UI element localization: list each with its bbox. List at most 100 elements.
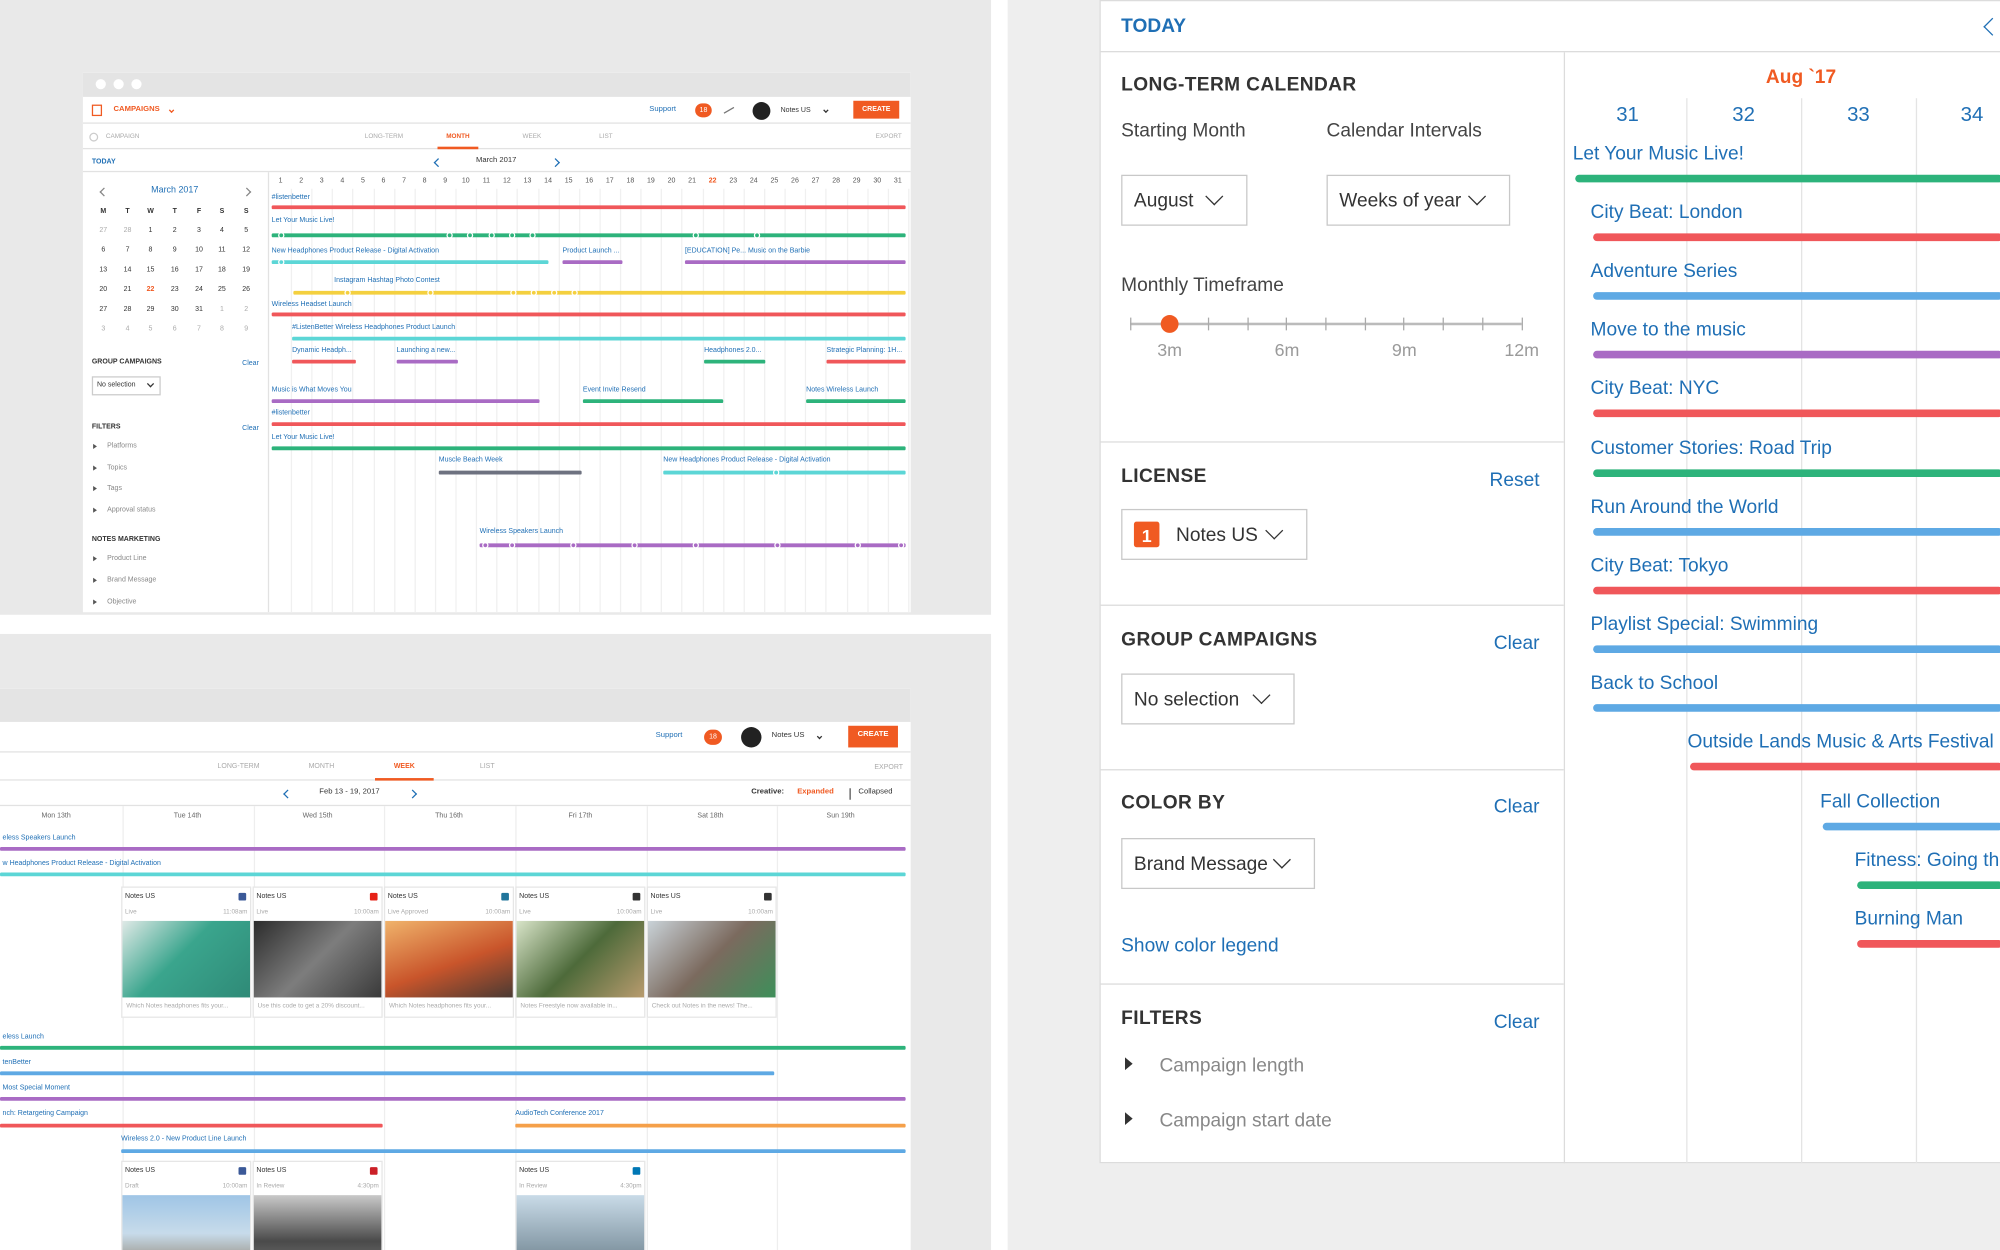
campaign-bar[interactable] xyxy=(1575,174,2000,183)
campaign-label[interactable]: Event Invite Resend xyxy=(582,386,646,394)
campaign-bar[interactable] xyxy=(0,1096,906,1101)
calendar-day[interactable]: 27 xyxy=(99,226,108,235)
calendar-day[interactable]: 5 xyxy=(148,324,153,333)
campaign-label[interactable]: [EDUCATION] Pe... Music on the Barbie xyxy=(684,247,810,255)
post-marker[interactable] xyxy=(772,468,779,476)
calendar-day[interactable]: 9 xyxy=(244,324,249,333)
clear-link[interactable]: Clear xyxy=(1493,1011,1540,1034)
calendar-day[interactable]: 16 xyxy=(170,266,179,274)
export-button[interactable]: EXPORT xyxy=(875,132,902,141)
post-marker[interactable] xyxy=(426,288,434,296)
campaign-bar[interactable] xyxy=(1593,409,2000,418)
calendar-day[interactable]: 4 xyxy=(219,226,224,235)
campaign-bar[interactable] xyxy=(704,359,766,363)
today-button[interactable]: TODAY xyxy=(1121,15,1187,37)
filter-item[interactable]: Campaign length xyxy=(1159,1054,1305,1077)
campaign-label[interactable]: Wireless Speakers Launch xyxy=(479,527,564,536)
calendar-day[interactable]: 1 xyxy=(148,226,153,235)
post-marker[interactable] xyxy=(277,258,284,265)
create-button[interactable] xyxy=(853,100,900,119)
post-marker[interactable] xyxy=(445,231,453,238)
creative-option[interactable]: Expanded xyxy=(797,788,834,797)
calendar-day[interactable]: 4 xyxy=(125,324,130,333)
view-tab[interactable]: WEEK xyxy=(522,132,542,141)
campaign-label[interactable]: Back to School xyxy=(1590,672,1719,694)
campaign-bar[interactable] xyxy=(0,846,906,851)
calendar-day[interactable]: 6 xyxy=(101,245,106,254)
dropdown[interactable] xyxy=(1121,838,1316,890)
calendar-day[interactable]: 5 xyxy=(244,226,249,235)
calendar-day[interactable]: 23 xyxy=(170,285,179,293)
view-tab[interactable]: MONTH xyxy=(446,132,470,141)
campaign-bar[interactable] xyxy=(271,446,906,450)
campaign-label[interactable]: Product Launch ... xyxy=(562,247,620,255)
campaign-bar[interactable] xyxy=(121,1148,906,1153)
account-name[interactable]: Notes US xyxy=(780,106,811,115)
dropdown[interactable] xyxy=(1121,673,1295,725)
clear-link[interactable]: Clear xyxy=(242,359,259,367)
campaign-bar[interactable] xyxy=(1822,822,2000,831)
campaign-label[interactable]: Headphones 2.0... xyxy=(704,346,762,355)
campaign-bar[interactable] xyxy=(1593,586,2000,595)
filter-item[interactable]: Topics xyxy=(107,463,128,472)
post-marker[interactable] xyxy=(508,231,515,238)
view-tab[interactable]: WEEK xyxy=(393,762,415,771)
calendar-day[interactable]: 31 xyxy=(195,305,203,314)
campaign-label[interactable]: Adventure Series xyxy=(1590,260,1738,282)
post-marker[interactable] xyxy=(897,541,904,548)
campaign-bar[interactable] xyxy=(1593,469,2000,478)
campaign-bar[interactable] xyxy=(292,359,356,363)
campaign-label[interactable]: Most Special Moment xyxy=(2,1083,71,1092)
post-marker[interactable] xyxy=(773,541,780,548)
calendar-day[interactable]: 9 xyxy=(172,245,177,254)
post-marker[interactable] xyxy=(487,231,495,238)
calendar-day[interactable]: 30 xyxy=(170,305,179,314)
calendar-day[interactable]: 27 xyxy=(99,305,108,314)
calendar-day[interactable]: 14 xyxy=(123,266,132,274)
clear-link[interactable]: Clear xyxy=(1493,632,1540,655)
creative-option[interactable]: Collapsed xyxy=(858,788,893,797)
campaign-label[interactable]: Playlist Special: Swimming xyxy=(1590,613,1819,636)
post-marker[interactable] xyxy=(343,288,351,296)
post-marker[interactable] xyxy=(466,231,473,238)
campaign-label[interactable]: New Headphones Product Release - Digital… xyxy=(663,456,831,464)
campaign-label[interactable]: New Headphones Product Release - Digital… xyxy=(271,247,439,255)
campaign-bar[interactable] xyxy=(582,399,724,403)
campaign-bar[interactable] xyxy=(1593,704,2000,712)
campaign-bar[interactable] xyxy=(271,422,906,426)
post-marker[interactable] xyxy=(508,541,515,548)
campaign-bar[interactable] xyxy=(271,399,540,403)
campaign-bar[interactable] xyxy=(806,399,906,403)
post-marker[interactable] xyxy=(570,288,578,296)
calendar-day[interactable]: 29 xyxy=(146,305,155,314)
clear-link[interactable]: Clear xyxy=(242,424,259,432)
campaign-label[interactable]: Let Your Music Live! xyxy=(1572,142,1744,165)
calendar-day[interactable]: 25 xyxy=(218,285,226,293)
calendar-day[interactable]: 2 xyxy=(172,226,177,235)
campaign-bar[interactable] xyxy=(0,1070,775,1075)
filter-item[interactable]: Approval status xyxy=(107,505,156,514)
calendar-day[interactable]: 3 xyxy=(197,226,201,235)
campaign-label[interactable]: City Beat: NYC xyxy=(1590,377,1720,400)
filter-item[interactable]: Tags xyxy=(107,484,122,492)
support-link[interactable]: Support xyxy=(649,106,677,115)
campaign-label[interactable]: AudioTech Conference 2017 xyxy=(515,1109,604,1117)
calendar-day[interactable]: 13 xyxy=(99,266,108,274)
calendar-day[interactable]: 21 xyxy=(123,285,132,293)
dropdown[interactable] xyxy=(1121,174,1248,226)
view-tab[interactable]: LONG-TERM xyxy=(217,762,260,771)
campaign-label[interactable]: #listenbetter xyxy=(271,193,310,202)
campaign-bar[interactable] xyxy=(1593,292,2000,300)
export-button[interactable]: EXPORT xyxy=(874,763,904,772)
campaign-label[interactable]: Wireless 2.0 - New Product Line Launch xyxy=(121,1134,247,1143)
slider-knob[interactable] xyxy=(1160,315,1179,333)
dropdown[interactable] xyxy=(1326,174,1511,226)
campaign-label[interactable]: Fall Collection xyxy=(1820,790,1941,813)
campaign-label[interactable]: Run Around the World xyxy=(1590,496,1779,518)
campaign-label[interactable]: Dynamic Headph... xyxy=(292,346,352,355)
account-name[interactable]: Notes US xyxy=(771,732,805,741)
post-marker[interactable] xyxy=(753,231,760,238)
post-marker[interactable] xyxy=(569,541,576,548)
post-marker[interactable] xyxy=(277,231,284,238)
post-marker[interactable] xyxy=(853,541,861,548)
